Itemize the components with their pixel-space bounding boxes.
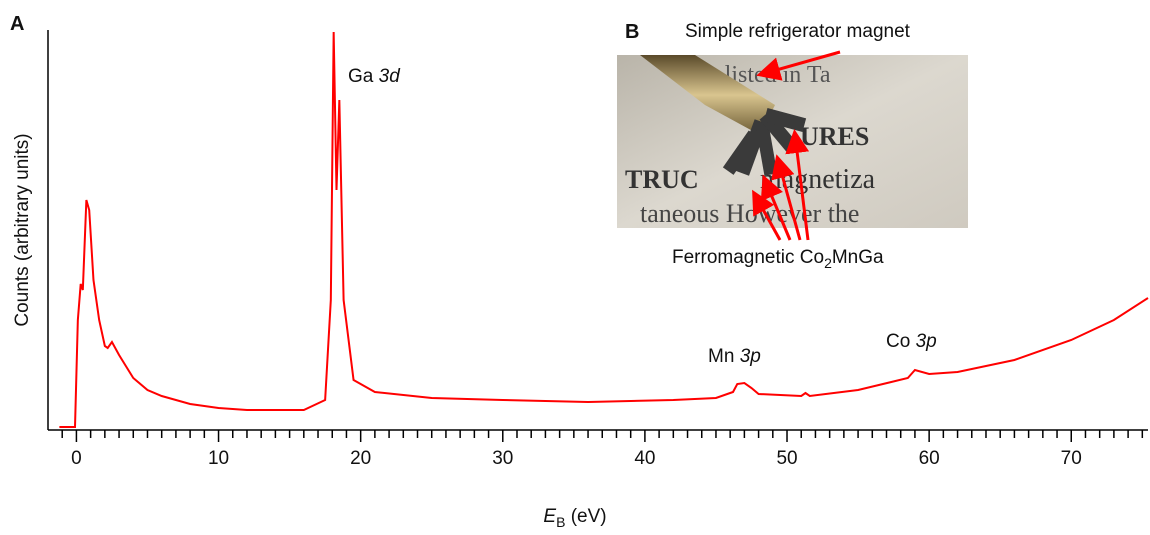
annotation: Co 3p: [886, 331, 937, 352]
svg-text:TRUC: TRUC: [625, 165, 699, 194]
sample-label-subscript: 2: [824, 255, 832, 271]
inset-photo: re listed in Ta URES TRUC magnetiza tane…: [617, 55, 968, 228]
x-tick-label: 70: [1061, 448, 1082, 469]
annotation-element: Mn: [708, 346, 740, 367]
annotation-element: Co: [886, 331, 916, 352]
x-axis-label: EB (eV): [543, 506, 606, 530]
panel-label: A: [10, 13, 24, 35]
inset-arrows: [752, 50, 841, 241]
annotation-orbital: 3p: [916, 331, 937, 352]
x-tick-label: 50: [776, 448, 797, 469]
x-tick-label: 20: [350, 448, 371, 469]
x-axis-unit: (eV): [565, 506, 606, 527]
x-axis-subscript: B: [556, 514, 565, 530]
sample-label-part: Ferromagnetic Co: [672, 247, 824, 268]
magnet-label: Simple refrigerator magnet: [685, 21, 911, 42]
x-axis-symbol: E: [543, 506, 556, 527]
y-axis-label: Counts (arbitrary units): [12, 133, 33, 326]
spectrum-line: [59, 31, 1149, 428]
sample-label-part: MnGa: [832, 247, 884, 268]
svg-text:magnetiza: magnetiza: [760, 164, 876, 195]
svg-text:taneous However the: taneous However the: [640, 199, 859, 228]
annotation-orbital: 3d: [379, 66, 402, 87]
x-tick-label: 30: [492, 448, 513, 469]
annotation: Mn 3p: [708, 346, 761, 367]
annotation: Ga 3d: [348, 66, 401, 87]
svg-text:URES: URES: [800, 122, 869, 151]
x-tick-label: 10: [208, 448, 229, 469]
x-tick-label: 60: [919, 448, 940, 469]
annotation-orbital: 3p: [740, 346, 761, 367]
sample-label: Ferromagnetic Co2MnGa: [672, 247, 884, 271]
x-tick-label: 0: [71, 448, 82, 469]
inset-label: B: [625, 21, 639, 43]
annotation-element: Ga: [348, 66, 379, 87]
x-tick-label: 40: [634, 448, 655, 469]
